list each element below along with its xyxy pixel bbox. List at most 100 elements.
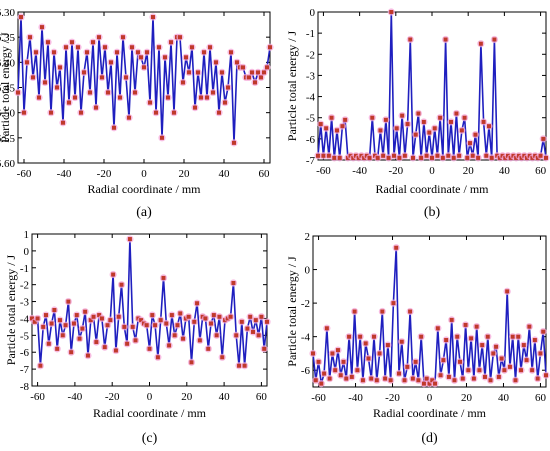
data-point [49,110,53,115]
data-point [184,55,188,60]
data-point [74,313,79,318]
data-point [88,90,92,95]
data-point [410,376,415,381]
data-point [83,309,88,314]
data-point [360,378,365,383]
data-point [155,355,160,360]
data-point [427,130,432,135]
data-point [77,336,82,341]
data-point [372,334,377,339]
x-tick-label: -20 [385,392,400,404]
data-point [46,40,50,45]
data-point [197,338,202,343]
data-point [544,155,548,160]
data-point [55,346,60,351]
data-point [262,70,266,75]
data-point [460,376,465,381]
data-point [166,95,170,100]
data-point [459,128,464,133]
data-point [113,348,118,353]
data-point [217,110,221,115]
data-point [383,376,388,381]
data-point [116,314,121,319]
data-point [97,35,101,40]
data-point [468,141,472,146]
data-point [85,353,90,358]
y-tick-label: -5 [20,330,30,342]
data-point [112,125,116,130]
y-tick-label: -6.60 [0,158,15,170]
x-tick-label: -40 [348,392,363,404]
data-point [259,314,264,319]
data-point [499,356,504,361]
data-point [421,381,426,386]
data-point [449,317,454,322]
data-point [507,364,512,369]
y-tick-label: -6.45 [0,83,15,95]
data-point [416,378,421,383]
panel-b: -60 -40 -20 0 20 40 60 0 -1 -2 -3 -4 -5 -6 -7 Radial co… [285,7,550,220]
data-point [389,10,394,14]
data-point [52,50,56,55]
data-point [80,326,85,331]
data-point [186,314,191,319]
data-point [28,35,32,40]
data-point [163,55,167,60]
data-point [402,153,407,158]
data-point [55,85,59,90]
data-point [70,40,74,45]
data-point [438,373,443,378]
data-point [30,316,34,321]
data-point [319,381,324,386]
data-point [85,50,89,55]
data-point [242,363,247,368]
data-point [530,368,535,373]
data-point [451,155,456,160]
data-point [73,95,77,100]
data-point [485,334,490,339]
data-point [105,323,110,328]
y-axis-label: Particle total energy / J [0,32,12,143]
data-point [157,45,161,50]
data-point [484,153,489,158]
x-tick-label: 60 [535,165,547,177]
data-point [482,374,487,379]
x-tick-label: 40 [498,392,510,404]
data-point [462,115,467,120]
y-tick-label: -7 [20,364,30,376]
data-point [374,378,379,383]
data-point [502,368,507,373]
data-point [178,311,183,316]
data-point [333,368,338,373]
data-point [435,153,440,158]
x-tick-label: 40 [499,165,511,177]
y-tick-label: -3 [20,297,30,309]
data-point [433,381,438,386]
data-point [49,321,54,326]
data-point [408,309,413,314]
y-tick-label: 2 [305,231,311,243]
data-point [119,282,124,287]
data-point [228,314,233,319]
x-axis-label: Radial coordinate / mm [93,406,207,420]
data-point [190,45,194,50]
data-point [375,155,380,160]
data-point [158,318,163,323]
data-point [239,319,244,324]
data-point [94,340,99,345]
data-point [256,70,260,75]
data-point [473,132,478,137]
data-point [178,35,182,40]
data-point [262,346,267,351]
data-point [408,37,413,42]
x-axis-label: Radial coordinate / mm [376,182,490,196]
data-point [474,324,479,329]
data-point [399,339,404,344]
data-point [455,334,460,339]
data-point [142,65,146,70]
y-tick-label: -3 [306,70,316,82]
data-point [544,373,548,378]
data-point [358,334,363,339]
data-point [256,333,261,338]
